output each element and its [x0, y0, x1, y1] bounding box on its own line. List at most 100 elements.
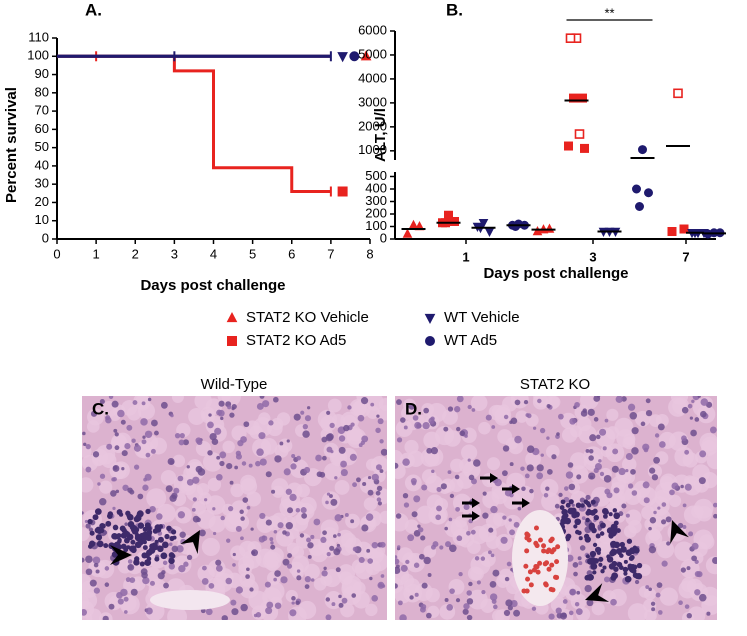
nucleus — [114, 445, 120, 451]
nucleus — [645, 585, 650, 589]
nucleus — [225, 577, 233, 585]
y-tick-label: 2000 — [358, 118, 387, 133]
y-axis-label: ALT, U/l — [372, 108, 389, 162]
nucleus — [402, 458, 410, 466]
data-point — [632, 184, 641, 194]
nucleus — [208, 583, 215, 589]
nucleus — [593, 417, 599, 422]
infiltrate — [575, 502, 582, 509]
cell — [656, 540, 675, 559]
nucleus — [379, 541, 386, 548]
nucleus — [529, 488, 534, 494]
nucleus — [329, 494, 333, 498]
nucleus — [503, 414, 509, 420]
nucleus — [524, 473, 530, 479]
nucleus — [691, 542, 699, 550]
arrow-head — [472, 511, 480, 521]
legend-marker — [424, 313, 436, 325]
nucleus — [99, 473, 106, 479]
nucleus — [205, 608, 213, 616]
nucleus — [220, 416, 224, 421]
cell — [696, 505, 713, 522]
cell — [260, 438, 278, 455]
end-marker — [337, 186, 348, 197]
data-point — [450, 217, 459, 226]
nucleus — [338, 435, 346, 442]
cell — [119, 594, 140, 615]
nucleus — [574, 401, 580, 408]
nucleus — [124, 442, 131, 450]
nucleus — [215, 564, 223, 572]
nucleus — [661, 502, 667, 507]
y-tick-label: 0 — [380, 230, 387, 245]
nucleus — [688, 531, 694, 537]
infiltrate — [619, 541, 626, 548]
nucleus — [274, 602, 282, 609]
nucleus — [270, 541, 274, 545]
nucleus — [634, 579, 640, 585]
x-tick-label: 2 — [132, 246, 139, 261]
cell — [258, 412, 271, 425]
cell — [515, 410, 529, 423]
arrow-head — [472, 498, 480, 508]
rbc — [541, 543, 547, 549]
nucleus — [412, 415, 419, 421]
nucleus — [99, 497, 107, 506]
nucleus — [466, 598, 474, 605]
nucleus — [108, 603, 115, 610]
cell — [699, 534, 715, 550]
nucleus — [202, 565, 207, 571]
nucleus — [564, 486, 569, 491]
nucleus — [471, 408, 476, 412]
nucleus — [462, 608, 469, 615]
y-tick-label: 400 — [365, 180, 387, 195]
nucleus — [121, 450, 128, 457]
cell — [625, 509, 642, 526]
nucleus — [325, 614, 332, 620]
data-point — [644, 188, 653, 198]
infiltrate — [624, 575, 632, 583]
cell — [701, 471, 717, 489]
nucleus — [700, 410, 707, 418]
nucleus — [599, 471, 605, 477]
infiltrate — [602, 507, 609, 515]
nucleus — [144, 473, 152, 481]
nucleus — [282, 530, 287, 535]
nucleus — [653, 510, 657, 515]
nucleus — [631, 490, 638, 496]
nucleus — [490, 553, 495, 558]
nucleus — [106, 443, 113, 450]
cell — [395, 577, 404, 594]
nucleus — [329, 422, 335, 429]
nucleus — [302, 430, 310, 438]
nucleus — [555, 607, 562, 614]
nucleus — [93, 587, 100, 594]
nucleus — [221, 615, 228, 620]
nucleus — [271, 489, 276, 494]
nucleus — [625, 468, 629, 473]
cell — [641, 505, 655, 520]
legend-marker — [425, 336, 435, 346]
cell — [334, 479, 350, 495]
nucleus — [177, 475, 184, 482]
infiltrate — [564, 535, 571, 542]
nucleus — [661, 519, 667, 525]
cell — [648, 528, 661, 542]
rbc — [550, 587, 556, 593]
cell — [201, 537, 220, 557]
nucleus — [413, 530, 421, 537]
nucleus — [490, 505, 498, 514]
nucleus — [426, 447, 433, 454]
nucleus — [321, 570, 328, 577]
cell — [606, 408, 619, 421]
nucleus — [396, 399, 402, 405]
nucleus — [160, 401, 168, 409]
nucleus — [82, 431, 86, 436]
nucleus — [105, 415, 111, 421]
infiltrate — [87, 544, 93, 549]
rbc — [549, 562, 555, 568]
nucleus — [273, 396, 279, 403]
nucleus — [112, 476, 117, 482]
nucleus — [127, 564, 135, 571]
nucleus — [449, 588, 455, 594]
